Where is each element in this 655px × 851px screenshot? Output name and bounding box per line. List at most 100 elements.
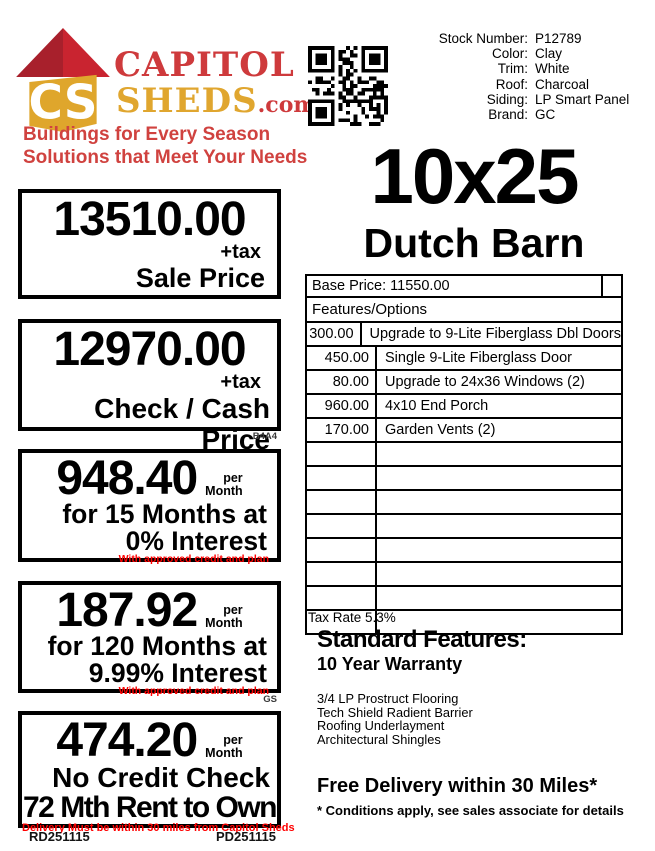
option-price xyxy=(307,587,377,609)
option-row: 300.00 Upgrade to 9-Lite Fiberglass Dbl D… xyxy=(307,323,621,347)
option-price xyxy=(307,563,377,585)
month-word: Month xyxy=(205,745,243,760)
sale-price-amount: 13510.00 xyxy=(53,193,246,246)
option-row: 450.00 Single 9-Lite Fiberglass Door xyxy=(307,347,621,371)
pricing-table: Base Price: 11550.00 Features/Options 30… xyxy=(305,274,623,635)
option-price: 450.00 xyxy=(307,347,377,369)
option-row: 960.00 4x10 End Porch xyxy=(307,395,621,419)
option-description: Garden Vents (2) xyxy=(385,422,496,438)
stock-value: LP Smart Panel xyxy=(535,91,630,107)
warranty-line: 10 Year Warranty xyxy=(317,654,463,674)
per-month-label: per Month xyxy=(205,472,242,501)
finance-15mo-box: 948.40 per Month for 15 Months at 0% Int… xyxy=(18,449,281,565)
per-word: per xyxy=(223,471,243,486)
rent-to-own-amount-row: 474.20 per Month xyxy=(22,716,277,764)
option-description xyxy=(377,587,621,609)
option-description xyxy=(377,563,621,585)
stock-row: Stock Number: P12789 xyxy=(300,31,645,46)
option-description xyxy=(377,491,621,513)
option-row xyxy=(307,611,621,633)
option-description xyxy=(377,443,621,465)
finance-120mo-terms: for 120 Months at xyxy=(47,631,267,662)
option-description xyxy=(377,539,621,561)
option-description xyxy=(377,467,621,489)
finance-15mo-terms: for 15 Months at xyxy=(62,499,267,530)
option-price: 960.00 xyxy=(307,395,377,417)
feature-item: Roofing Underlayment xyxy=(317,718,445,733)
options-body: 300.00 Upgrade to 9-Lite Fiberglass Dbl D… xyxy=(307,323,621,633)
sale-price-box: 13510.00 +tax Sale Price xyxy=(18,189,281,299)
option-price: 300.00 xyxy=(307,323,362,345)
tax-rate-note: Tax Rate 5.3% xyxy=(308,610,396,625)
brand-name-bottom: SHEDS.com xyxy=(116,84,317,118)
feature-item: Architectural Shingles xyxy=(317,731,441,747)
stock-label: Roof: xyxy=(495,76,528,92)
option-price: 170.00 xyxy=(307,419,377,441)
footer-code-left: RD251115 xyxy=(29,829,90,844)
month-word: Month xyxy=(205,615,243,630)
cash-price-amount: 12970.00 xyxy=(53,323,246,376)
stock-row: Trim: White xyxy=(300,61,645,76)
stock-label: Stock Number: xyxy=(438,31,528,46)
option-price xyxy=(307,515,377,537)
no-credit-check-line: No Credit Check xyxy=(52,762,270,794)
base-price-label: Base Price: 11550.00 xyxy=(312,278,450,294)
stock-row: Roof: Charcoal xyxy=(300,77,645,92)
finance-15mo-amount: 948.40 xyxy=(56,452,198,505)
finance-120mo-amount: 187.92 xyxy=(56,584,198,637)
option-row xyxy=(307,491,621,515)
stock-value: Clay xyxy=(535,46,563,62)
stock-row: Color: Clay xyxy=(300,46,645,61)
finance-120mo-box: 187.92 per Month for 120 Months at 9.99%… xyxy=(18,581,281,697)
option-price xyxy=(307,491,377,513)
option-description: Single 9-Lite Fiberglass Door xyxy=(385,350,572,366)
month-word: Month xyxy=(205,483,243,498)
brand-dot-com: .com xyxy=(257,92,317,118)
option-description: 4x10 End Porch xyxy=(385,398,489,414)
option-price xyxy=(307,611,377,633)
option-description: Upgrade to 9-Lite Fiberglass Dbl Doors xyxy=(369,326,621,342)
feature-item: Tech Shield Radient Barrier xyxy=(317,704,473,720)
box2-code: B4A4 xyxy=(252,431,277,442)
conditions-note: * Conditions apply, see sales associate … xyxy=(317,803,624,818)
features-options-header: Features/Options xyxy=(307,298,621,323)
per-month-label: per Month xyxy=(205,734,242,763)
option-row xyxy=(307,539,621,563)
finance-15mo-amount-row: 948.40 per Month xyxy=(22,452,277,505)
brand-name-top: CAPITOL xyxy=(114,45,295,85)
stock-label: Trim: xyxy=(497,61,528,77)
svg-text:CS: CS xyxy=(28,76,97,131)
option-price: 80.00 xyxy=(307,371,377,393)
qr-code xyxy=(308,44,388,128)
finance-15mo-interest: 0% Interest xyxy=(125,526,267,557)
stock-label: Siding: xyxy=(486,91,528,107)
stock-value: Charcoal xyxy=(535,76,590,92)
option-price xyxy=(307,443,377,465)
base-price-row: Base Price: 11550.00 xyxy=(307,276,621,298)
per-month-label: per Month xyxy=(205,604,242,633)
option-row: 170.00 Garden Vents (2) xyxy=(307,419,621,443)
stock-value: P12789 xyxy=(535,31,582,46)
option-row xyxy=(307,467,621,491)
option-description xyxy=(377,515,621,537)
brand-sheds: SHEDS xyxy=(116,81,258,121)
cash-price-tax-note: +tax xyxy=(220,370,261,393)
option-row xyxy=(307,563,621,587)
features-list: 3/4 LP Prostruct Flooring Tech Shield Rad… xyxy=(317,692,473,746)
option-row xyxy=(307,587,621,611)
option-row xyxy=(307,443,621,467)
finance-120mo-interest: 9.99% Interest xyxy=(88,658,267,689)
stock-label: Color: xyxy=(491,46,528,62)
stock-row: Brand: GC xyxy=(300,107,645,122)
free-delivery-line: Free Delivery within 30 Miles* xyxy=(317,775,598,797)
stock-value: White xyxy=(535,61,570,77)
brand-taglines: Buildings for Every Season Solutions tha… xyxy=(23,123,307,169)
box4-code: GS xyxy=(263,694,277,705)
cash-price-label: Check / Cash Price xyxy=(94,392,270,455)
stock-row: Siding: LP Smart Panel xyxy=(300,92,645,107)
stock-info: Stock Number: P12789 Color: Clay Trim: White R… xyxy=(300,31,645,122)
per-word: per xyxy=(223,603,243,618)
option-row xyxy=(307,515,621,539)
finance-120mo-amount-row: 187.92 per Month xyxy=(22,584,277,637)
